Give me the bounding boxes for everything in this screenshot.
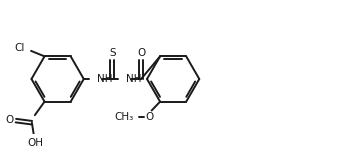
Text: NH: NH	[97, 74, 112, 84]
Text: O: O	[146, 112, 154, 122]
Text: CH₃: CH₃	[114, 112, 134, 122]
Text: NH: NH	[126, 74, 141, 84]
Text: OH: OH	[27, 138, 43, 148]
Text: O: O	[6, 115, 14, 125]
Text: S: S	[109, 48, 116, 58]
Text: Cl: Cl	[15, 43, 25, 53]
Text: O: O	[137, 48, 145, 58]
